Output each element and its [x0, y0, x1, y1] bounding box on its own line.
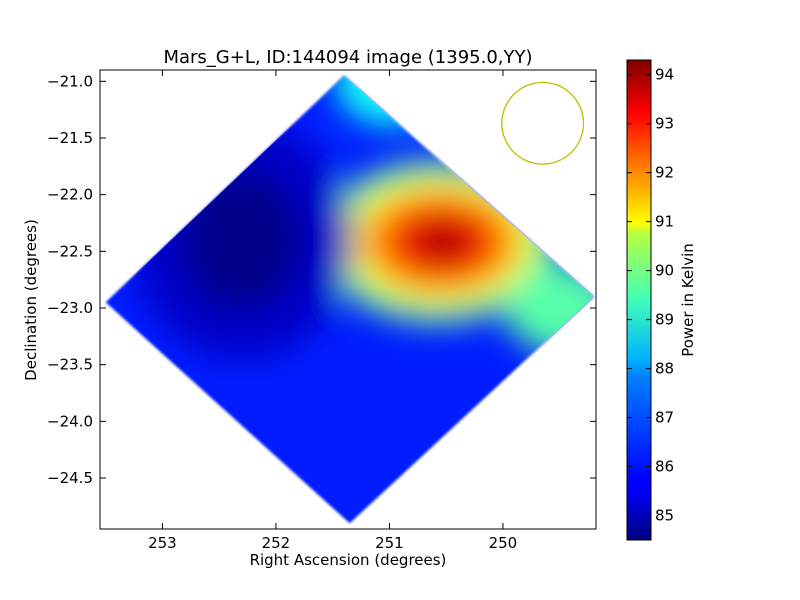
y-tick-label: −21.5 — [47, 129, 93, 147]
colorbar — [626, 59, 652, 541]
colorbar-tick-label: 86 — [655, 458, 674, 476]
colorbar-tick-label: 88 — [655, 360, 674, 378]
warm-region — [504, 263, 594, 353]
y-tick-label: −24.0 — [47, 412, 93, 430]
x-tick-label: 253 — [148, 534, 177, 552]
y-tick-label: −23.5 — [47, 356, 93, 374]
colorbar-ticks: 85 86 87 88 89 90 91 92 93 94 — [627, 66, 674, 525]
y-axis-label: Declination (degrees) — [22, 219, 40, 381]
x-axis-label: Right Ascension (degrees) — [250, 551, 447, 569]
colorbar-tick-label: 91 — [655, 213, 674, 231]
colorbar-tick-label: 93 — [655, 115, 674, 133]
y-tick-label: −21.0 — [47, 72, 93, 90]
x-axis-ticks: 253 252 251 250 — [148, 70, 517, 552]
y-axis-ticks: −21.0 −21.5 −22.0 −22.5 −23.0 −23.5 −24.0 −24.5 — [47, 72, 596, 487]
colorbar-tick-label: 94 — [655, 66, 674, 84]
heatmap-features — [131, 75, 594, 360]
x-tick-label: 250 — [489, 534, 518, 552]
y-tick-label: −23.0 — [47, 299, 93, 317]
x-tick-label: 252 — [262, 534, 291, 552]
colorbar-tick-label: 92 — [655, 164, 674, 182]
x-tick-label: 251 — [375, 534, 404, 552]
y-tick-label: −22.0 — [47, 186, 93, 204]
hotspot-level-5 — [423, 228, 464, 255]
colorbar-tick-label: 85 — [655, 507, 674, 525]
colorbar-tick-label: 89 — [655, 311, 674, 329]
beam-circle — [501, 81, 585, 165]
y-tick-label: −24.5 — [47, 469, 93, 487]
y-tick-label: −22.5 — [47, 242, 93, 260]
colorbar-tick-label: 90 — [655, 262, 674, 280]
colorbar-label: Power in Kelvin — [679, 243, 697, 357]
colorbar-tick-label: 87 — [655, 409, 674, 427]
cold-region-core — [181, 170, 302, 310]
chart-title: Mars_G+L, ID:144094 image (1395.0,YY) — [163, 47, 532, 68]
plot-area — [105, 75, 594, 524]
plot-frame — [99, 69, 597, 530]
